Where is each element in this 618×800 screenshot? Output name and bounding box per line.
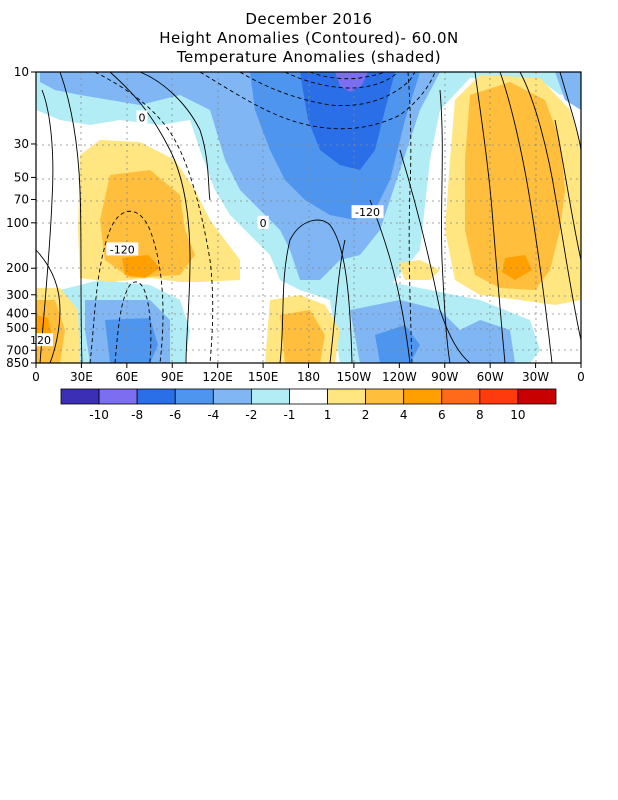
colorbar-label: -10 bbox=[89, 408, 109, 422]
y-tick-label: 700 bbox=[6, 343, 29, 357]
contour-dashed bbox=[114, 281, 152, 363]
colorbar-label: -4 bbox=[207, 408, 219, 422]
x-tick-label: 30E bbox=[70, 370, 93, 384]
y-tick-label: 850 bbox=[6, 356, 29, 370]
contour-solid bbox=[36, 249, 61, 363]
colorbar-swatch bbox=[365, 388, 405, 405]
y-tick-label: 200 bbox=[6, 261, 29, 275]
contour-solid bbox=[519, 72, 581, 341]
colorbar-swatch bbox=[479, 388, 519, 405]
cold-region-upper-peak bbox=[335, 72, 368, 92]
x-tick-label: 60W bbox=[477, 370, 504, 384]
colorbar-label: 8 bbox=[476, 408, 484, 422]
colorbar: -10 -8 -6 -4 -2 -1 1 2 4 6 8 10 bbox=[60, 388, 557, 422]
warm-region-small-patch bbox=[398, 260, 440, 280]
chart-title: December 2016 bbox=[245, 10, 373, 28]
contour-label: 0 bbox=[138, 111, 145, 124]
warm-region-right-column-core bbox=[502, 255, 532, 280]
x-tick-label: 0 bbox=[577, 370, 585, 384]
y-tick-label: 70 bbox=[14, 192, 29, 206]
contour-solid bbox=[439, 89, 451, 363]
contour-solid bbox=[499, 72, 553, 363]
contour-solid bbox=[139, 72, 211, 201]
contour-label-bg bbox=[136, 110, 148, 124]
contour-dashed bbox=[309, 72, 386, 80]
contour-dashed bbox=[407, 72, 413, 363]
y-tick-label: 10 bbox=[14, 65, 29, 79]
colorbar-swatch bbox=[327, 388, 367, 405]
colorbar-label: 1 bbox=[324, 408, 332, 422]
colorbar-label: 10 bbox=[510, 408, 525, 422]
colorbar-label: 6 bbox=[438, 408, 446, 422]
colorbar-swatch bbox=[403, 388, 443, 405]
contour-dashed bbox=[239, 72, 416, 107]
colorbar-swatch bbox=[60, 388, 100, 405]
contour-solid bbox=[279, 219, 353, 363]
colorbar-swatch bbox=[517, 388, 557, 405]
y-tick-label: 400 bbox=[6, 307, 29, 321]
x-tick-label: 60E bbox=[115, 370, 138, 384]
colorbar-swatch bbox=[136, 388, 176, 405]
cold-region-right-edge bbox=[555, 72, 581, 110]
x-tick-label: 90E bbox=[161, 370, 184, 384]
colorbar-label: -6 bbox=[169, 408, 181, 422]
colorbar-label: -8 bbox=[131, 408, 143, 422]
colorbar-label: -1 bbox=[283, 408, 295, 422]
contour-labels: 0 -120 0 -120 120 bbox=[28, 110, 384, 347]
contour-label: 120 bbox=[30, 334, 51, 347]
warm-region-left-column-core bbox=[122, 255, 160, 278]
x-tick-label: 150W bbox=[337, 370, 372, 384]
contour-label-bg bbox=[106, 242, 139, 256]
y-tick-label: 500 bbox=[6, 321, 29, 335]
title-block: December 2016 Height Anomalies (Contoure… bbox=[0, 10, 618, 67]
contour-solid bbox=[329, 239, 346, 363]
contour-label-bg bbox=[351, 205, 384, 219]
contour-dashed bbox=[89, 211, 164, 363]
cold-region-upper-core bbox=[300, 72, 395, 170]
contour-solid bbox=[474, 72, 506, 363]
contour-dashed bbox=[94, 72, 214, 363]
x-tick-label: 120W bbox=[382, 370, 417, 384]
contour-solid bbox=[59, 72, 83, 363]
colorbar-swatch bbox=[250, 388, 290, 405]
x-tick-label: 90W bbox=[431, 370, 458, 384]
colorbar-swatch bbox=[212, 388, 252, 405]
contour-label-bg bbox=[28, 333, 54, 347]
contour-label: -120 bbox=[110, 243, 135, 256]
y-tick-label: 30 bbox=[14, 137, 29, 151]
contour-solid bbox=[39, 89, 54, 363]
contour-solid bbox=[554, 119, 581, 261]
contour-solid bbox=[399, 149, 471, 363]
colorbar-label: 4 bbox=[400, 408, 408, 422]
contour-dashed bbox=[199, 72, 436, 130]
height-anomaly-contours bbox=[36, 72, 581, 363]
chart-subtitle-height: Height Anomalies (Contoured)- 60.0N bbox=[159, 29, 459, 47]
contour-label: -120 bbox=[355, 206, 380, 219]
colorbar-swatch bbox=[289, 388, 328, 405]
colorbar-swatch bbox=[98, 388, 138, 405]
chart-subtitle-temperature: Temperature Anomalies (shaded) bbox=[176, 48, 442, 66]
x-axis: 0 30E 60E 90E 120E 150E 180 150W 120W 90W 60W 30W 0 bbox=[32, 363, 585, 384]
x-tick-label: 0 bbox=[32, 370, 40, 384]
x-tick-label: 30W bbox=[522, 370, 549, 384]
x-tick-label: 120E bbox=[202, 370, 233, 384]
y-tick-label: 50 bbox=[14, 170, 29, 184]
contour-label-bg bbox=[257, 215, 269, 229]
contour-solid bbox=[109, 72, 191, 363]
contour-label: 0 bbox=[260, 217, 267, 230]
y-tick-label: 300 bbox=[6, 288, 29, 302]
colorbar-swatch bbox=[441, 388, 481, 405]
x-tick-label: 180 bbox=[297, 370, 320, 384]
y-tick-label: 100 bbox=[6, 216, 29, 230]
x-tick-label: 150E bbox=[248, 370, 279, 384]
contour-solid bbox=[559, 72, 581, 151]
colorbar-label: 2 bbox=[362, 408, 370, 422]
colorbar-label: -2 bbox=[245, 408, 257, 422]
colorbar-swatch bbox=[174, 388, 214, 405]
